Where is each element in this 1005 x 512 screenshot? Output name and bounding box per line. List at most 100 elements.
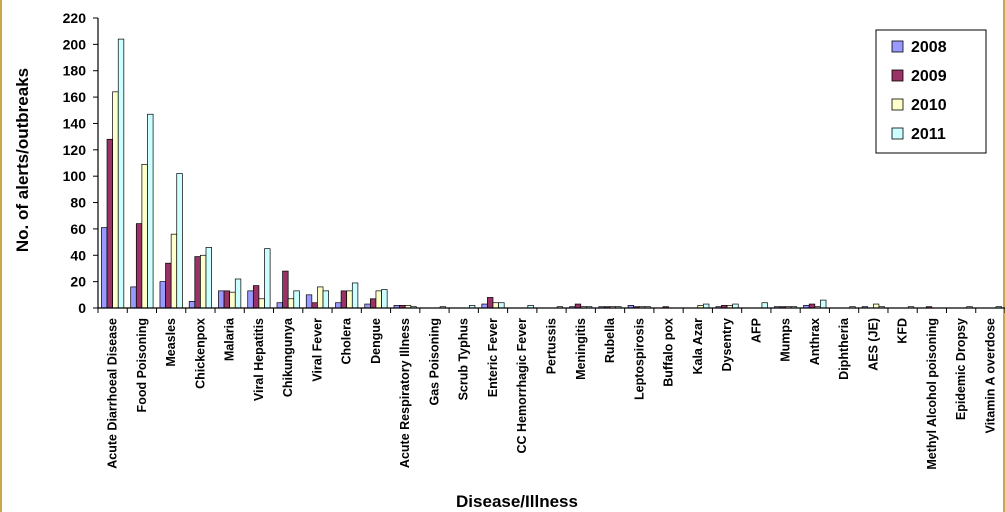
legend-label-2008: 2008	[911, 39, 947, 56]
x-tick-label-aes-je: AES (JE)	[866, 318, 880, 371]
x-tick-label-gas-poisoning: Gas Poisoning	[428, 318, 442, 406]
bar-food-poisoning-2010	[141, 163, 148, 309]
bar-viral-hepatitis-2011	[264, 248, 271, 309]
x-tick-label-cc-hemorrhagic-fever: CC Hemorrhagic Fever	[515, 318, 529, 454]
bar-malaria-2009	[223, 290, 231, 309]
y-axis-title: No. of alerts/outbreaks	[13, 68, 32, 252]
bar-anthrax-2011	[820, 299, 827, 309]
bar-food-poisoning-2009	[135, 223, 143, 309]
bar-acute-diarrhoeal-disease-2008	[101, 227, 108, 309]
bar-malaria-2011	[234, 278, 242, 309]
bar-chickenpox-2008	[188, 301, 196, 309]
legend-label-2009: 2009	[911, 68, 947, 85]
x-tick-label-acute-respiratory-illness: Acute Respiratory Illness	[398, 318, 412, 468]
bar-measles-2009	[165, 262, 172, 309]
legend-swatch-2008	[891, 40, 904, 53]
bar-viral-hepatitis-2010	[258, 298, 265, 309]
bar-dengue-2011	[381, 289, 388, 309]
bar-viral-hepatitis-2009	[252, 285, 260, 309]
bar-chikungunya-2009	[282, 270, 289, 309]
y-tick-label: 20	[70, 274, 86, 290]
bar-measles-2008	[159, 281, 166, 309]
bar-viral-fever-2009	[311, 302, 318, 309]
x-tick-label-buffalo-pox: Buffalo pox	[662, 318, 676, 387]
legend: 2008 2009 2010 2011	[875, 29, 987, 154]
y-tick-label: 140	[63, 115, 87, 131]
bar-malaria-2008	[218, 290, 225, 309]
x-tick-label-mumps: Mumps	[779, 318, 793, 362]
legend-label-2010: 2010	[911, 97, 947, 114]
bar-chikungunya-2011	[293, 290, 300, 309]
y-tick-label: 100	[63, 168, 87, 184]
bar-malaria-2010	[229, 291, 236, 309]
bars-layer	[101, 38, 1002, 309]
bar-chikungunya-2010	[287, 298, 295, 309]
x-tick-label-afp: AFP	[749, 318, 763, 343]
bar-viral-fever-2010	[317, 286, 324, 309]
x-tick-label-leptospirosis: Leptospirosis	[632, 318, 646, 400]
x-tick-label-methyl-alcohol-poisoning: Methyl Alcohol poisoning	[925, 318, 939, 470]
x-tick-label-viral-hepatitis: Viral Hepatitis	[252, 318, 266, 401]
x-tick-label-meningitis: Meningitis	[574, 318, 588, 380]
x-tick-label-cholera: Cholera	[340, 317, 354, 365]
y-tick-labels: 0 20 40 60 80 100 120 140 160 180 200 220	[63, 10, 87, 316]
y-tick-label: 0	[78, 300, 86, 316]
bar-chickenpox-2010	[200, 254, 207, 309]
x-tick-label-malaria: Malaria	[223, 317, 237, 361]
y-tick-label: 200	[63, 36, 87, 52]
legend-swatch-2009	[891, 69, 904, 82]
x-tick-label-chikungunya: Chikungunya	[281, 317, 295, 397]
y-tick-label: 60	[70, 221, 86, 237]
bar-viral-hepatitis-2008	[247, 290, 254, 309]
x-axis-title: Disease/Illness	[456, 492, 578, 511]
axes-layer	[93, 17, 1005, 313]
bar-enteric-fever-2011	[498, 302, 505, 309]
y-tick-label: 80	[70, 195, 86, 211]
x-tick-label-pertussis: Pertussis	[545, 318, 559, 374]
bar-dengue-2009	[370, 298, 377, 309]
y-tick-label: 40	[70, 247, 86, 263]
y-tick-label: 120	[63, 142, 87, 158]
x-tick-label-chickenpox: Chickenpox	[193, 318, 207, 389]
bar-chickenpox-2011	[205, 247, 212, 309]
x-tick-label-diphtheria: Diphtheria	[837, 317, 851, 380]
bar-cholera-2009	[340, 290, 348, 309]
y-tick-label: 180	[63, 63, 87, 79]
x-tick-label-scrub-typhus: Scrub Typhus	[457, 318, 471, 400]
x-tick-label-kala-azar: Kala Azar	[691, 318, 705, 375]
bar-chickenpox-2009	[194, 256, 201, 309]
bar-viral-fever-2008	[305, 294, 313, 309]
bar-measles-2011	[176, 173, 183, 309]
bar-enteric-fever-2010	[492, 302, 499, 309]
y-tick-label: 220	[63, 10, 87, 26]
x-tick-label-enteric-fever: Enteric Fever	[486, 318, 500, 397]
bar-acute-diarrhoeal-disease-2011	[117, 38, 125, 309]
bar-acute-diarrhoeal-disease-2009	[106, 138, 113, 309]
bar-food-poisoning-2011	[147, 113, 154, 309]
bar-dengue-2010	[375, 290, 382, 309]
x-tick-label-kfd: KFD	[896, 318, 910, 344]
x-tick-label-dysentry: Dysentry	[720, 318, 734, 372]
legend-swatch-2011	[891, 127, 904, 140]
x-tick-label-dengue: Dengue	[369, 318, 383, 364]
bar-food-poisoning-2008	[130, 286, 137, 309]
bar-viral-fever-2011	[322, 290, 329, 309]
legend-label-2011: 2011	[911, 126, 946, 143]
bar-acute-diarrhoeal-disease-2010	[112, 91, 119, 309]
bar-cholera-2010	[346, 290, 353, 309]
x-tick-label-anthrax: Anthrax	[808, 318, 822, 365]
x-tick-labels: Acute Diarrhoeal Disease Food Poisoning Me…	[106, 317, 998, 470]
x-tick-label-vitamin-a-overdose: Vitamin A overdose	[983, 318, 997, 434]
x-tick-label-rubella: Rubella	[603, 317, 617, 363]
bar-measles-2010	[170, 233, 178, 309]
bar-cholera-2011	[351, 282, 359, 309]
bar-cholera-2008	[335, 302, 342, 309]
x-tick-label-epidemic-dropsy: Epidemic Dropsy	[954, 318, 968, 420]
x-tick-label-viral-fever: Viral Fever	[310, 318, 324, 382]
x-tick-label-measles: Measles	[164, 318, 178, 367]
y-tick-label: 160	[63, 89, 87, 105]
x-tick-label-acute-diarrhoeal-disease: Acute Diarrhoeal Disease	[106, 318, 120, 469]
legend-swatch-2010	[891, 98, 904, 111]
